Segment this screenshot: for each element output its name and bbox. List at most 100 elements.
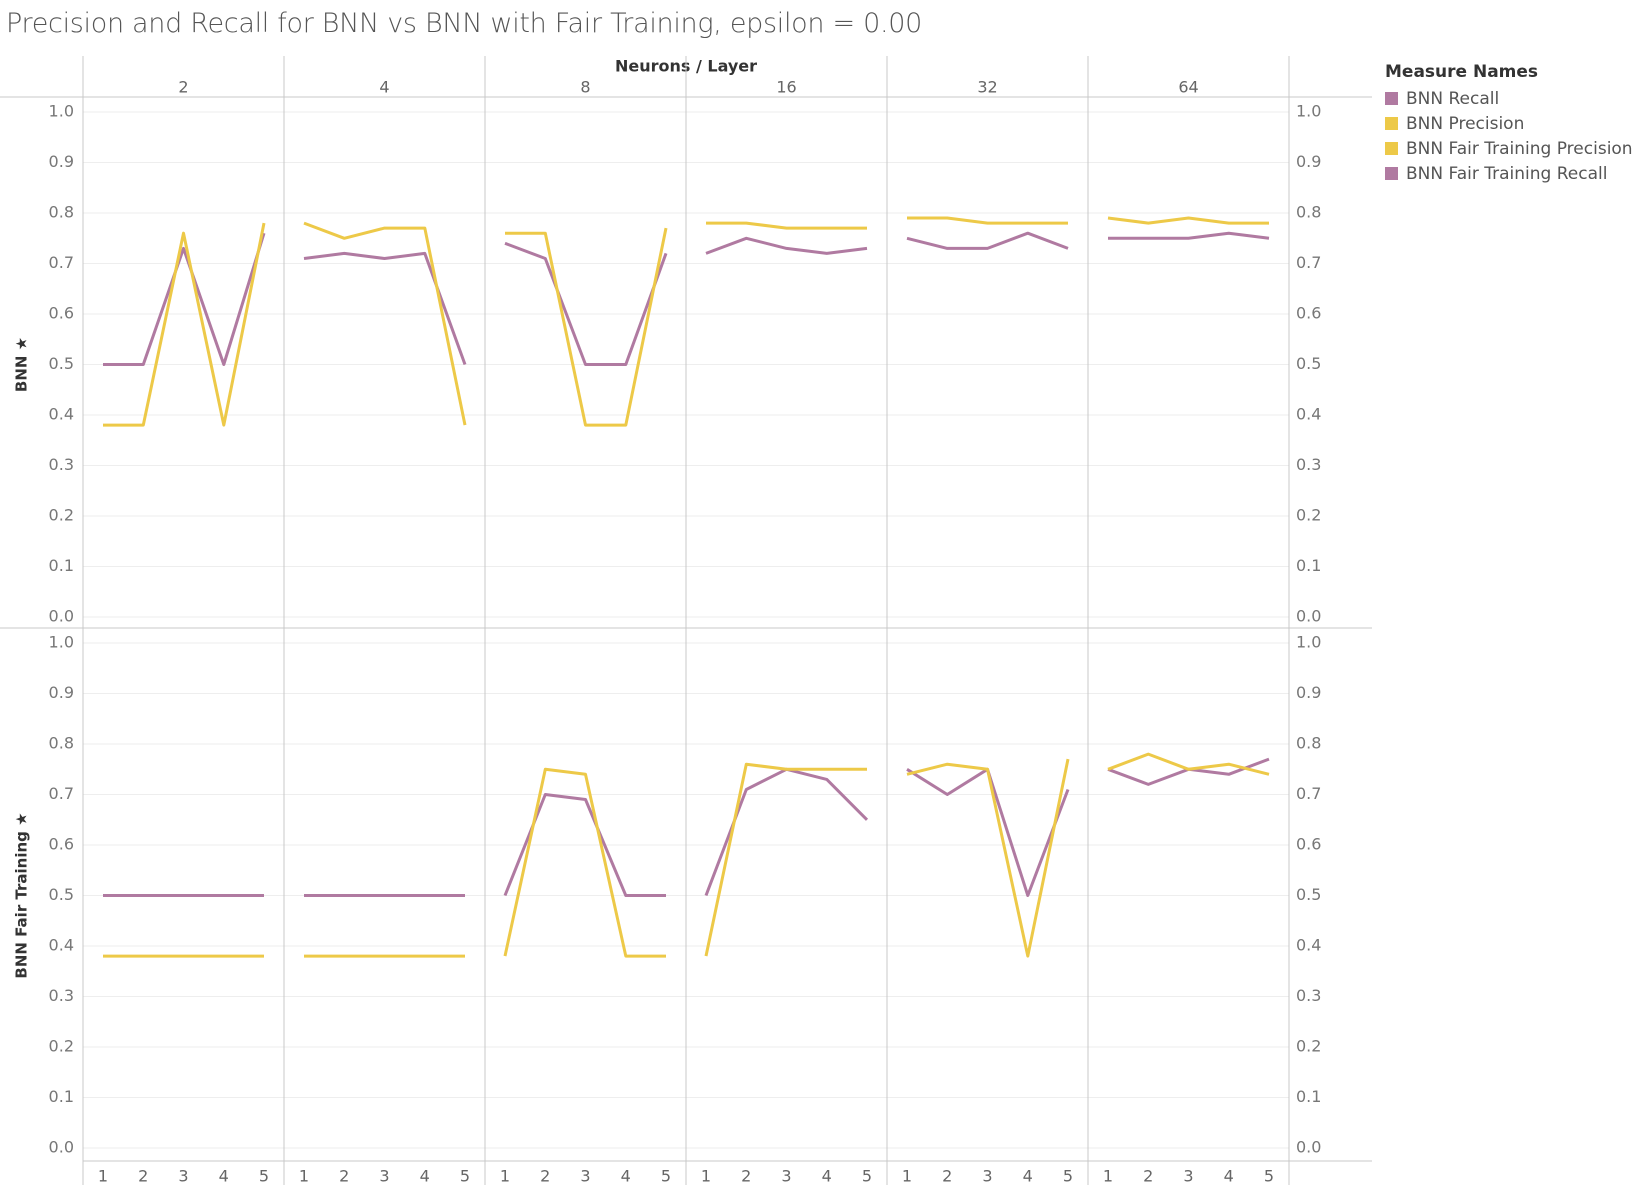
x-tick-label: 4 — [621, 1167, 631, 1185]
y-tick-label-left: 0.9 — [49, 683, 74, 702]
y-tick-label-right: 1.0 — [1296, 102, 1321, 121]
x-tick-label: 5 — [862, 1167, 872, 1185]
x-tick-label: 2 — [1143, 1167, 1153, 1185]
x-tick-label: 2 — [138, 1167, 148, 1185]
x-tick-label: 1 — [500, 1167, 510, 1185]
recall-series-line — [504, 241, 668, 366]
legend-swatch — [1385, 142, 1398, 155]
legend-label: BNN Fair Training Precision — [1406, 138, 1633, 159]
y-tick-label-left: 0.3 — [49, 455, 74, 474]
x-tick-label: 4 — [1023, 1167, 1033, 1185]
recall-series-line — [906, 231, 1069, 250]
y-tick-label-left: 0.1 — [49, 556, 74, 575]
y-tick-label-right: 0.6 — [1296, 835, 1321, 854]
row-label: BNN ★ — [13, 337, 31, 392]
precision-series-line — [505, 227, 668, 427]
legend-swatch — [1385, 117, 1398, 130]
y-tick-label-left: 0.2 — [49, 506, 74, 525]
column-header-label: 8 — [580, 78, 590, 97]
x-tick-label: 1 — [701, 1167, 711, 1185]
y-tick-label-left: 1.0 — [49, 633, 74, 652]
y-tick-label-left: 0.4 — [49, 405, 74, 424]
y-tick-label-left: 0.5 — [49, 354, 74, 373]
y-tick-label-right: 0.8 — [1296, 203, 1321, 222]
y-tick-label-left: 0.0 — [49, 1138, 74, 1157]
recall-series-line — [705, 236, 868, 255]
legend[interactable]: Measure Names BNN Recall BNN Precision B… — [1385, 62, 1633, 186]
y-tick-label-left: 0.0 — [49, 607, 74, 626]
y-tick-label-right: 0.5 — [1296, 354, 1321, 373]
x-tick-label: 5 — [460, 1167, 470, 1185]
y-tick-label-left: 0.8 — [49, 734, 74, 753]
precision-series-line — [1107, 216, 1269, 225]
row-label: BNN Fair Training ★ — [13, 812, 31, 978]
y-tick-label-right: 0.9 — [1296, 152, 1321, 171]
y-tick-label-right: 1.0 — [1296, 633, 1321, 652]
y-tick-label-right: 0.2 — [1296, 506, 1321, 525]
y-tick-label-right: 0.7 — [1296, 253, 1321, 272]
legend-item-bnn-precision[interactable]: BNN Precision — [1385, 111, 1633, 136]
y-tick-label-right: 0.4 — [1296, 405, 1321, 424]
x-tick-label: 3 — [982, 1167, 992, 1185]
x-tick-label: 3 — [580, 1167, 590, 1185]
x-tick-label: 4 — [420, 1167, 430, 1185]
legend-swatch — [1385, 167, 1398, 180]
x-tick-label: 2 — [540, 1167, 550, 1185]
y-tick-label-left: 0.7 — [49, 784, 74, 803]
legend-item-bnn-recall[interactable]: BNN Recall — [1385, 86, 1633, 111]
legend-item-bnn-fair-training-recall[interactable]: BNN Fair Training Recall — [1385, 161, 1633, 186]
legend-label: BNN Precision — [1406, 113, 1525, 134]
y-tick-label-left: 0.4 — [49, 936, 74, 955]
recall-series-line — [1107, 757, 1270, 786]
y-tick-label-right: 0.3 — [1296, 986, 1321, 1005]
x-tick-label: 3 — [1183, 1167, 1193, 1185]
y-tick-label-right: 0.0 — [1296, 607, 1321, 626]
y-tick-label-right: 0.3 — [1296, 455, 1321, 474]
legend-label: BNN Recall — [1406, 88, 1500, 109]
y-tick-label-right: 0.6 — [1296, 304, 1321, 323]
recall-series-line — [1108, 231, 1270, 240]
precision-series-line — [103, 222, 266, 427]
column-header-label: 32 — [977, 78, 997, 97]
y-tick-label-left: 0.5 — [49, 885, 74, 904]
y-tick-label-right: 0.0 — [1296, 1138, 1321, 1157]
precision-series-line — [303, 221, 467, 426]
x-tick-label: 2 — [942, 1167, 952, 1185]
precision-series-line — [906, 758, 1070, 958]
legend-label: BNN Fair Training Recall — [1406, 163, 1608, 184]
y-tick-label-left: 0.6 — [49, 835, 74, 854]
x-tick-label: 4 — [219, 1167, 229, 1185]
x-tick-label: 5 — [661, 1167, 671, 1185]
precision-series-line — [907, 216, 1068, 225]
precision-series-line — [706, 221, 867, 230]
x-tick-label: 5 — [1063, 1167, 1073, 1185]
y-tick-label-left: 0.3 — [49, 986, 74, 1005]
recall-series-line — [103, 232, 266, 366]
y-tick-label-left: 1.0 — [49, 102, 74, 121]
y-tick-label-left: 0.2 — [49, 1037, 74, 1056]
legend-title: Measure Names — [1385, 62, 1539, 82]
recall-series-line — [704, 767, 869, 897]
y-tick-label-right: 0.7 — [1296, 784, 1321, 803]
precision-series-line — [503, 767, 666, 958]
x-tick-label: 4 — [1224, 1167, 1234, 1185]
x-tick-label: 1 — [902, 1167, 912, 1185]
legend-swatch — [1385, 92, 1398, 105]
y-tick-label-left: 0.6 — [49, 304, 74, 323]
x-tick-label: 2 — [741, 1167, 751, 1185]
x-tick-label: 4 — [822, 1167, 832, 1185]
y-tick-label-left: 0.9 — [49, 152, 74, 171]
x-tick-label: 1 — [98, 1167, 108, 1185]
column-header-label: 16 — [776, 78, 796, 97]
y-tick-label-left: 0.7 — [49, 253, 74, 272]
legend-item-bnn-fair-training-precision[interactable]: BNN Fair Training Precision — [1385, 136, 1633, 161]
chart-title: Precision and Recall for BNN vs BNN with… — [6, 8, 922, 39]
x-tick-label: 2 — [339, 1167, 349, 1185]
precision-series-line — [1107, 752, 1270, 776]
y-tick-label-right: 0.2 — [1296, 1037, 1321, 1056]
x-tick-label: 1 — [299, 1167, 309, 1185]
y-tick-label-left: 0.1 — [49, 1087, 74, 1106]
x-tick-label: 1 — [1103, 1167, 1113, 1185]
column-header-label: 4 — [379, 78, 389, 97]
